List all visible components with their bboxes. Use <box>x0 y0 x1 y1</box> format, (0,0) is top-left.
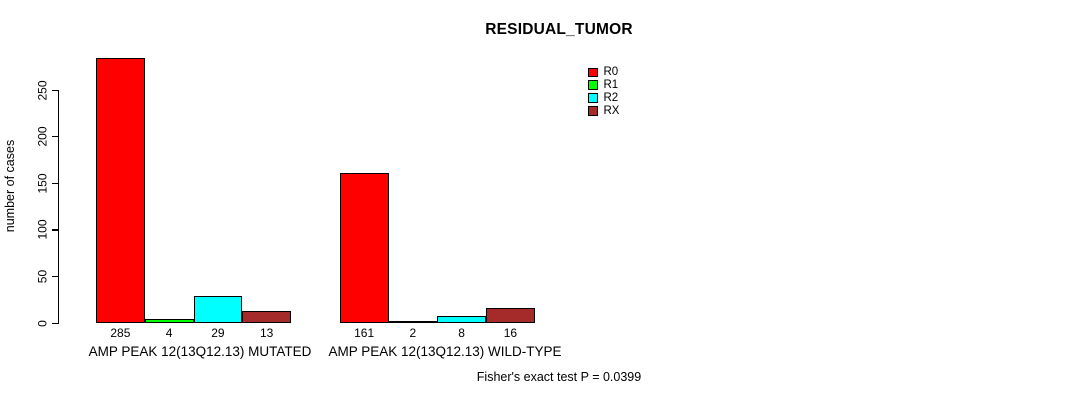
x-category-label: AMP PEAK 12(13Q12.13) WILD-TYPE <box>328 344 562 359</box>
bar-value-label: 13 <box>259 326 274 340</box>
y-axis-line <box>58 90 60 324</box>
bar-rx <box>486 308 535 323</box>
bar-r0 <box>96 57 145 323</box>
y-axis-tick <box>51 229 58 231</box>
legend-item-r1: R1 <box>588 79 619 92</box>
bar-rx <box>242 310 291 323</box>
y-axis-tick <box>51 275 58 278</box>
annotation-text: Fisher's exact test P = 0.0399 <box>476 370 642 384</box>
y-axis-tick <box>51 182 58 185</box>
y-axis-label: number of cases <box>3 139 17 233</box>
y-axis-tick-label: 0 <box>35 319 50 327</box>
y-axis-tick-label: 50 <box>35 269 50 284</box>
legend-swatch-r1 <box>588 80 598 90</box>
y-axis-tick <box>51 136 58 138</box>
chart-title: RESIDUAL_TUMOR <box>485 21 633 38</box>
bar-r1 <box>388 321 438 324</box>
bar-r2 <box>193 296 243 323</box>
y-axis-tick <box>51 89 58 91</box>
legend-item-r2: R2 <box>588 92 619 105</box>
bar-value-label: 2 <box>409 326 417 340</box>
y-axis-tick-label: 150 <box>35 173 50 194</box>
bar-value-label: 16 <box>503 326 518 340</box>
legend-label: R1 <box>603 79 619 92</box>
legend-label: RX <box>603 104 620 117</box>
legend-label: R0 <box>603 66 619 79</box>
y-axis-tick-label: 250 <box>35 80 50 101</box>
bar-value-label: 161 <box>354 326 375 340</box>
legend-label: R2 <box>603 91 619 104</box>
bar-r1 <box>144 319 194 323</box>
legend-item-r0: R0 <box>588 66 619 79</box>
y-axis-tick <box>51 322 58 324</box>
bar-value-label: 285 <box>110 326 131 340</box>
legend-swatch-rx <box>588 106 598 116</box>
bar-r0 <box>339 173 389 323</box>
x-category-label: AMP PEAK 12(13Q12.13) MUTATED <box>88 344 312 359</box>
bar-value-label: 4 <box>165 326 173 340</box>
bar-value-label: 8 <box>458 326 465 340</box>
y-axis-tick-label: 200 <box>35 126 50 147</box>
legend: R0 R1 R2 RX <box>588 66 619 117</box>
bar-value-label: 29 <box>211 326 225 340</box>
y-axis-tick-label: 100 <box>35 219 50 240</box>
legend-swatch-r2 <box>588 93 598 103</box>
legend-swatch-r0 <box>588 67 598 78</box>
bar-r2 <box>437 315 486 323</box>
legend-item-rx: RX <box>588 104 619 117</box>
